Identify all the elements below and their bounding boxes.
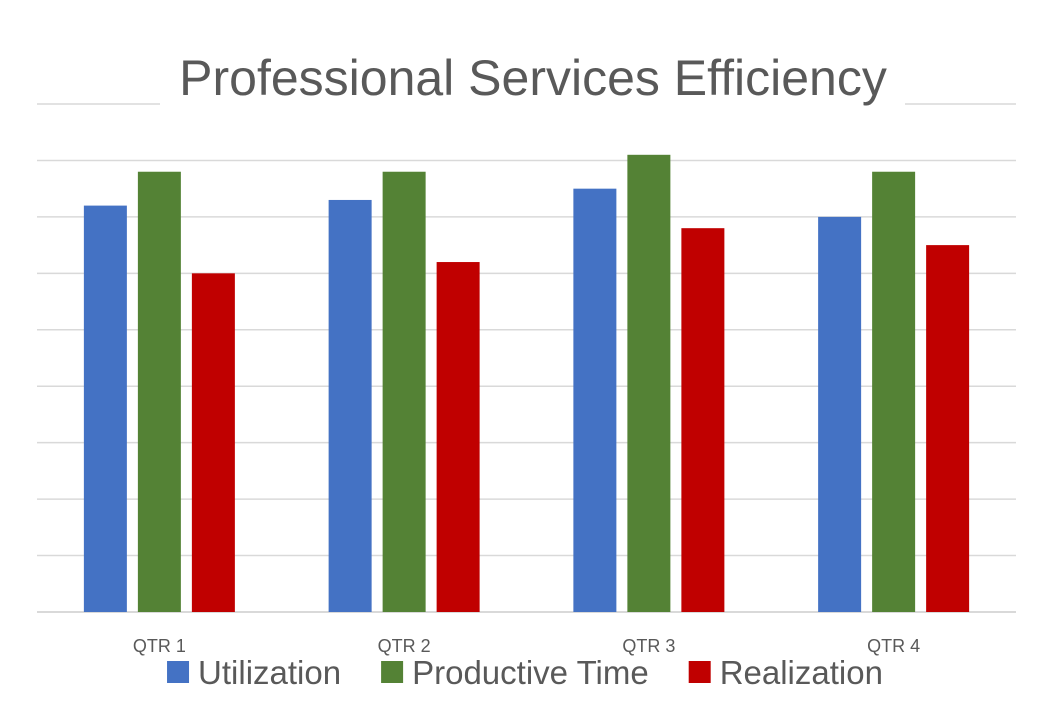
bar-utilization-qtr-2 <box>328 199 372 612</box>
bar-utilization-qtr-3 <box>573 188 617 612</box>
x-tick-label: QTR 1 <box>133 636 186 656</box>
legend-swatch-utilization <box>167 661 190 683</box>
x-tick-label: QTR 2 <box>378 636 431 656</box>
gridlines <box>37 103 1016 613</box>
chart-title: Professional Services Efficiency <box>179 50 887 106</box>
legend-swatch-realization <box>688 661 711 683</box>
bars <box>83 154 970 613</box>
x-tick-labels: QTR 1 QTR 2 QTR 3 QTR 4 <box>133 636 920 656</box>
legend-label-productive-time: Productive Time <box>412 654 649 691</box>
legend-label-realization: Realization <box>720 654 883 691</box>
bar-productive-time-qtr-2 <box>382 171 426 612</box>
title-background <box>160 40 905 120</box>
bar-realization-qtr-1 <box>191 273 235 612</box>
legend-swatch-productive-time <box>381 661 404 683</box>
bar-utilization-qtr-1 <box>83 205 127 612</box>
bar-realization-qtr-3 <box>681 228 725 612</box>
x-tick-label: QTR 4 <box>867 636 920 656</box>
bar-productive-time-qtr-4 <box>872 171 916 612</box>
bar-productive-time-qtr-1 <box>137 171 181 612</box>
bar-productive-time-qtr-3 <box>627 154 671 613</box>
bar-utilization-qtr-4 <box>818 216 862 612</box>
legend: Utilization Productive Time Realization <box>167 654 883 691</box>
legend-label-utilization: Utilization <box>198 654 341 691</box>
bar-realization-qtr-4 <box>926 245 970 612</box>
x-tick-label: QTR 3 <box>622 636 675 656</box>
bar-realization-qtr-2 <box>436 262 480 612</box>
